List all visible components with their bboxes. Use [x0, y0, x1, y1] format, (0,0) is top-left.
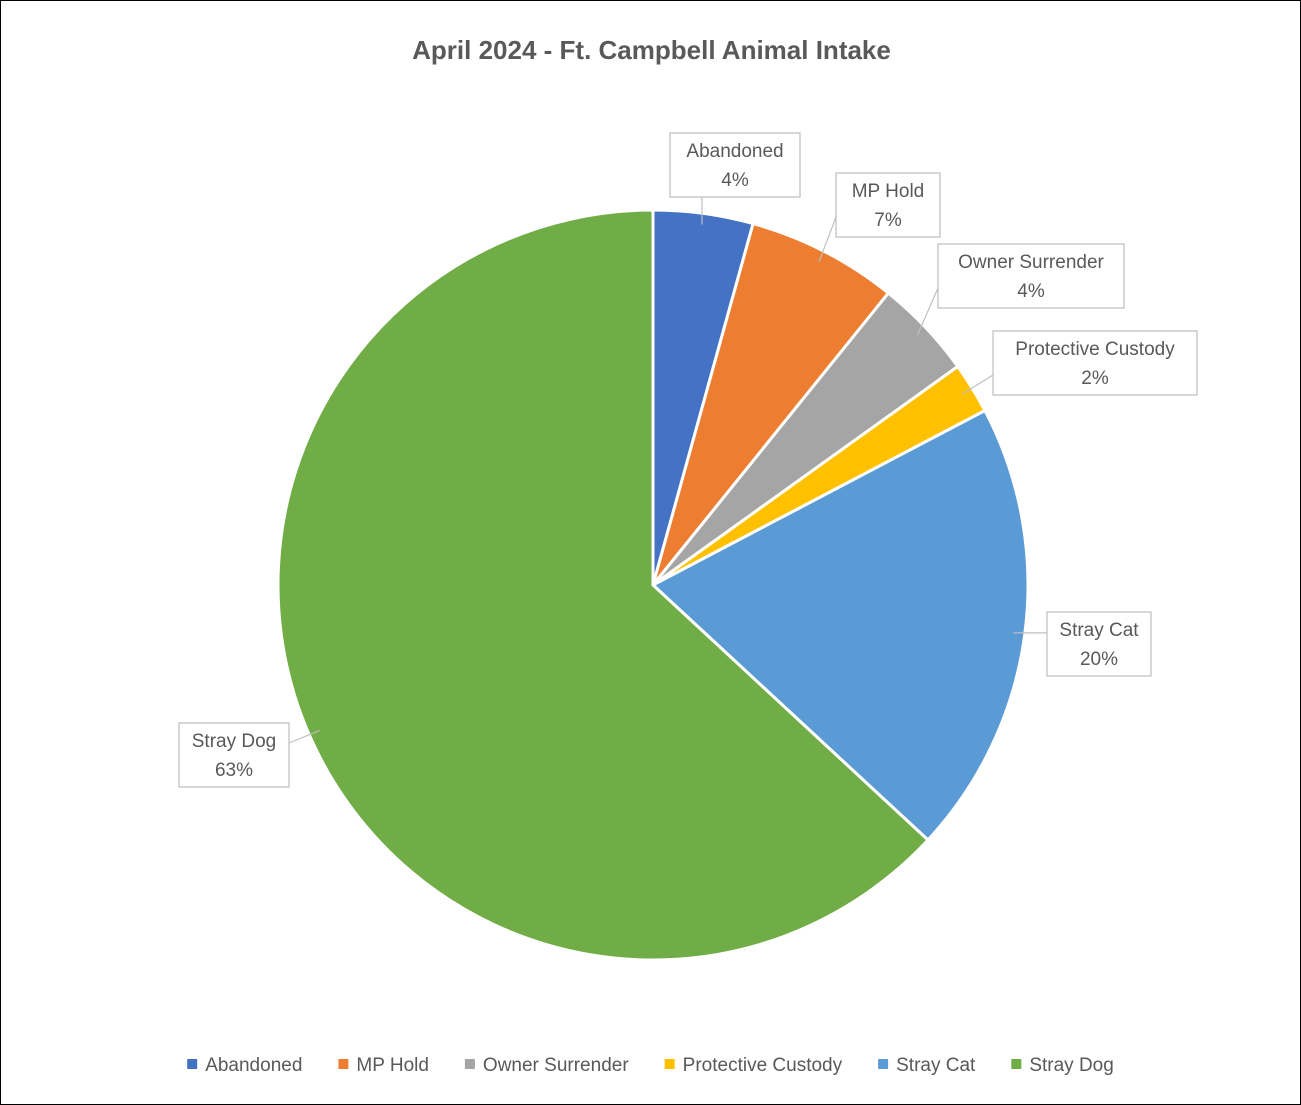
callout-leader-line [818, 216, 837, 262]
callout-percent: 20% [1080, 649, 1118, 670]
chart-title: April 2024 - Ft. Campbell Animal Intake [412, 35, 891, 65]
callout-leader-line [916, 287, 939, 336]
legend-label: Abandoned [205, 1055, 302, 1076]
callout-box [992, 330, 1198, 396]
callout-protective-custody: Protective Custody 2% [962, 330, 1198, 396]
callout-percent: 4% [1017, 281, 1045, 302]
legend-label: MP Hold [356, 1055, 429, 1076]
callout-box [1046, 611, 1152, 677]
legend-label: Protective Custody [683, 1055, 843, 1076]
callout-label: Stray Cat [1059, 620, 1139, 641]
legend-item-owner-surrender: Owner Surrender [464, 1055, 629, 1076]
legend-label: Stray Dog [1029, 1055, 1113, 1076]
pie-slice-mp-hold [651, 221, 891, 586]
data-callouts: Abandoned 4% MP Hold 7% Owner Surrender 4% Pro… [178, 132, 1198, 788]
callout-percent: 7% [874, 210, 902, 231]
callout-mp-hold: MP Hold 7% [818, 172, 941, 262]
callout-box [669, 132, 801, 198]
legend-label: Owner Surrender [483, 1055, 629, 1076]
callout-percent: 2% [1081, 368, 1109, 389]
legend-item-abandoned: Abandoned [187, 1055, 302, 1076]
legend-item-stray-cat: Stray Cat [878, 1055, 976, 1076]
callout-stray-dog: Stray Dog 63% [178, 722, 320, 788]
legend-label: Stray Cat [896, 1055, 976, 1076]
callout-box [937, 243, 1125, 309]
callout-box [178, 722, 290, 788]
callout-stray-cat: Stray Cat 20% [1013, 611, 1152, 677]
callout-percent: 4% [721, 170, 749, 191]
callout-label: Stray Dog [192, 731, 276, 752]
legend-swatch [338, 1059, 349, 1069]
legend-swatch [464, 1059, 475, 1069]
legend-item-stray-dog: Stray Dog [1011, 1055, 1114, 1076]
legend-item-mp-hold: MP Hold [338, 1055, 429, 1076]
legend-swatch [187, 1059, 198, 1069]
callout-abandoned: Abandoned 4% [669, 132, 801, 225]
callout-box [835, 172, 941, 238]
pie-slice-stray-cat [650, 408, 1030, 843]
pie-slices [276, 208, 1030, 962]
callout-percent: 63% [215, 760, 253, 781]
legend-item-protective-custody: Protective Custody [664, 1055, 843, 1076]
callout-leader-line [962, 374, 994, 395]
legend-swatch [878, 1059, 889, 1069]
callout-label: Protective Custody [1015, 339, 1175, 360]
callout-label: MP Hold [852, 181, 925, 202]
legend-swatch [664, 1059, 675, 1069]
callout-label: Abandoned [686, 141, 783, 162]
callout-leader-line [288, 729, 320, 744]
callout-label: Owner Surrender [958, 252, 1104, 273]
callout-owner-surrender: Owner Surrender 4% [916, 243, 1125, 336]
legend-swatch [1011, 1059, 1022, 1069]
chart-legend: Abandoned MP Hold Owner Surrender Protectiv… [187, 1055, 1114, 1076]
